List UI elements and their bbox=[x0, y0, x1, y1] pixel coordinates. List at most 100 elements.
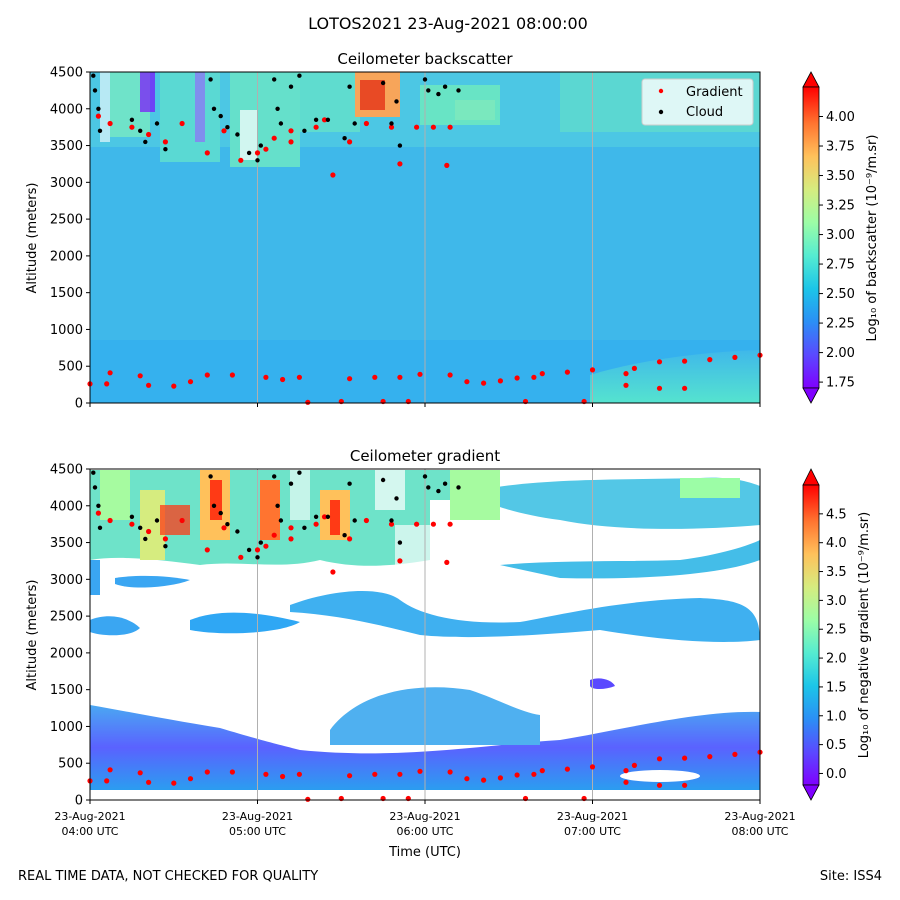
gradient-gradient-point bbox=[271, 532, 277, 538]
backscatter-y-ticks: 0 500 1000 1500 2000 2500 3000 3500 4000 4500 bbox=[50, 66, 90, 412]
gradient-y-tick-label: 4500 bbox=[50, 463, 83, 478]
backscatter-gradient-point bbox=[296, 374, 302, 380]
backscatter-gradient-point bbox=[372, 374, 378, 380]
gradient-cloud-point bbox=[347, 481, 352, 486]
gradient-colorbar-tick-label: 4.0 bbox=[826, 536, 847, 551]
gradient-cloud-point bbox=[422, 474, 428, 479]
backscatter-gradient-point bbox=[107, 370, 113, 376]
backscatter-cloud-point bbox=[218, 113, 223, 119]
backscatter-gradient-point bbox=[321, 117, 328, 123]
gradient-colorbar-tick-label: 0.5 bbox=[826, 738, 847, 753]
gradient-gradient-point bbox=[95, 510, 101, 516]
gradient-y-tick-label: 3500 bbox=[50, 536, 83, 551]
backscatter-colorbar-tick-label: 1.75 bbox=[826, 376, 855, 391]
backscatter-y-tick-label: 3500 bbox=[50, 139, 83, 154]
gradient-gradient-point bbox=[656, 756, 663, 762]
backscatter-cloud-point bbox=[313, 117, 319, 123]
gradient-gradient-point bbox=[539, 768, 545, 774]
gradient-gradient-point bbox=[631, 762, 638, 769]
backscatter-gradient-point bbox=[447, 124, 453, 130]
backscatter-gradient-point bbox=[238, 157, 244, 163]
gradient-gradient-point bbox=[330, 569, 336, 575]
backscatter-colorbar-tick-label: 2.50 bbox=[826, 287, 855, 302]
backscatter-gradient-point bbox=[497, 378, 503, 384]
gradient-gradient-point bbox=[321, 514, 328, 520]
quality-disclaimer: REAL TIME DATA, NOT CHECKED FOR QUALITY bbox=[18, 869, 319, 884]
backscatter-gradient-point bbox=[313, 124, 319, 130]
gradient-gradient-point bbox=[623, 768, 629, 774]
gradient-cloud-point bbox=[218, 510, 223, 516]
gradient-gradient-point bbox=[682, 782, 688, 788]
backscatter-gradient-point bbox=[481, 380, 487, 386]
gradient-gradient-point bbox=[238, 554, 244, 560]
gradient-cloud-point bbox=[456, 485, 461, 490]
backscatter-gradient-point bbox=[330, 172, 336, 178]
backscatter-cloud-point bbox=[208, 77, 213, 82]
gradient-colorbar-label: Log₁₀ of negative gradient (10⁻⁹/m.sr) bbox=[857, 512, 872, 758]
gradient-gradient-point bbox=[146, 779, 152, 785]
backscatter-gradient-point bbox=[631, 365, 638, 371]
backscatter-gradient-point bbox=[288, 139, 294, 145]
backscatter-gradient-point bbox=[204, 372, 210, 378]
gradient-gradient-point bbox=[372, 771, 378, 777]
backscatter-cloud-point bbox=[394, 99, 399, 104]
gradient-gradient-point bbox=[707, 754, 713, 760]
gradient-gradient-point bbox=[263, 543, 269, 549]
backscatter-gradient-point bbox=[263, 146, 269, 152]
gradient-cloud-point bbox=[442, 481, 448, 486]
gradient-gradient-point bbox=[107, 517, 113, 524]
backscatter-y-tick-label: 3000 bbox=[50, 176, 83, 191]
gradient-gradient-point bbox=[288, 536, 294, 542]
gradient-cloud-point bbox=[275, 503, 280, 508]
legend-cloud-marker bbox=[658, 109, 664, 115]
gradient-gradient-point bbox=[263, 771, 269, 777]
backscatter-gradient-point bbox=[656, 385, 663, 391]
gradient-gradient-point bbox=[388, 521, 395, 527]
backscatter-gradient-point bbox=[129, 124, 135, 130]
gradient-colorbar-tick-label: 4.5 bbox=[826, 507, 847, 522]
gradient-gradient-point bbox=[204, 547, 210, 553]
gradient-y-tick-label: 3000 bbox=[50, 573, 83, 588]
gradient-cloud-point bbox=[96, 503, 101, 508]
gradient-y-tick-label: 4000 bbox=[50, 499, 83, 514]
legend-cloud-label: Cloud bbox=[686, 105, 723, 120]
gradient-cloud-point bbox=[258, 540, 263, 545]
gradient-gradient-point bbox=[417, 768, 423, 774]
gradient-gradient-point bbox=[464, 776, 470, 782]
gradient-gridlines bbox=[257, 469, 593, 800]
backscatter-gradient-point bbox=[95, 113, 101, 119]
gradient-gradient-point bbox=[313, 521, 319, 527]
backscatter-colorbar-tick-label: 3.00 bbox=[826, 228, 855, 243]
backscatter-gradient-point bbox=[707, 357, 713, 363]
backscatter-colorbar-tick-label: 3.50 bbox=[826, 169, 855, 184]
gradient-cloud-point bbox=[313, 514, 319, 519]
backscatter-cloud-point bbox=[380, 80, 386, 86]
backscatter-gradient-point bbox=[414, 124, 420, 130]
backscatter-gradient-point bbox=[539, 371, 545, 377]
backscatter-gradient-point bbox=[531, 374, 537, 380]
backscatter-gradient-point bbox=[104, 381, 110, 387]
backscatter-gradient-point bbox=[682, 358, 688, 364]
gradient-x-tick-date: 23-Aug-2021 bbox=[222, 810, 293, 823]
gradient-x-tick-date: 23-Aug-2021 bbox=[557, 810, 628, 823]
backscatter-cloud-point bbox=[442, 84, 448, 89]
gradient-cloud-point bbox=[246, 547, 252, 553]
gradient-gradient-point bbox=[254, 547, 261, 553]
gradient-gradient-point bbox=[531, 771, 537, 777]
backscatter-cloud-point bbox=[325, 117, 331, 123]
gradient-x-tick-date: 23-Aug-2021 bbox=[389, 810, 460, 823]
gradient-cloud-point bbox=[208, 474, 213, 479]
backscatter-gradient-point bbox=[146, 131, 152, 138]
backscatter-markers bbox=[87, 73, 763, 405]
backscatter-gradient-point bbox=[221, 128, 227, 134]
gradient-colorbar-tick-label: 0.0 bbox=[826, 767, 847, 782]
backscatter-y-tick-label: 4000 bbox=[50, 102, 83, 117]
backscatter-gradient-point bbox=[171, 383, 177, 389]
backscatter-cloud-point bbox=[225, 125, 230, 130]
gradient-y-label: Altitude (meters) bbox=[25, 580, 40, 691]
gradient-cloud-point bbox=[255, 555, 260, 560]
gradient-cloud-point bbox=[288, 481, 294, 486]
backscatter-gradient-point bbox=[162, 139, 168, 145]
gradient-gradient-point bbox=[414, 521, 420, 527]
backscatter-cloud-point bbox=[258, 143, 263, 148]
